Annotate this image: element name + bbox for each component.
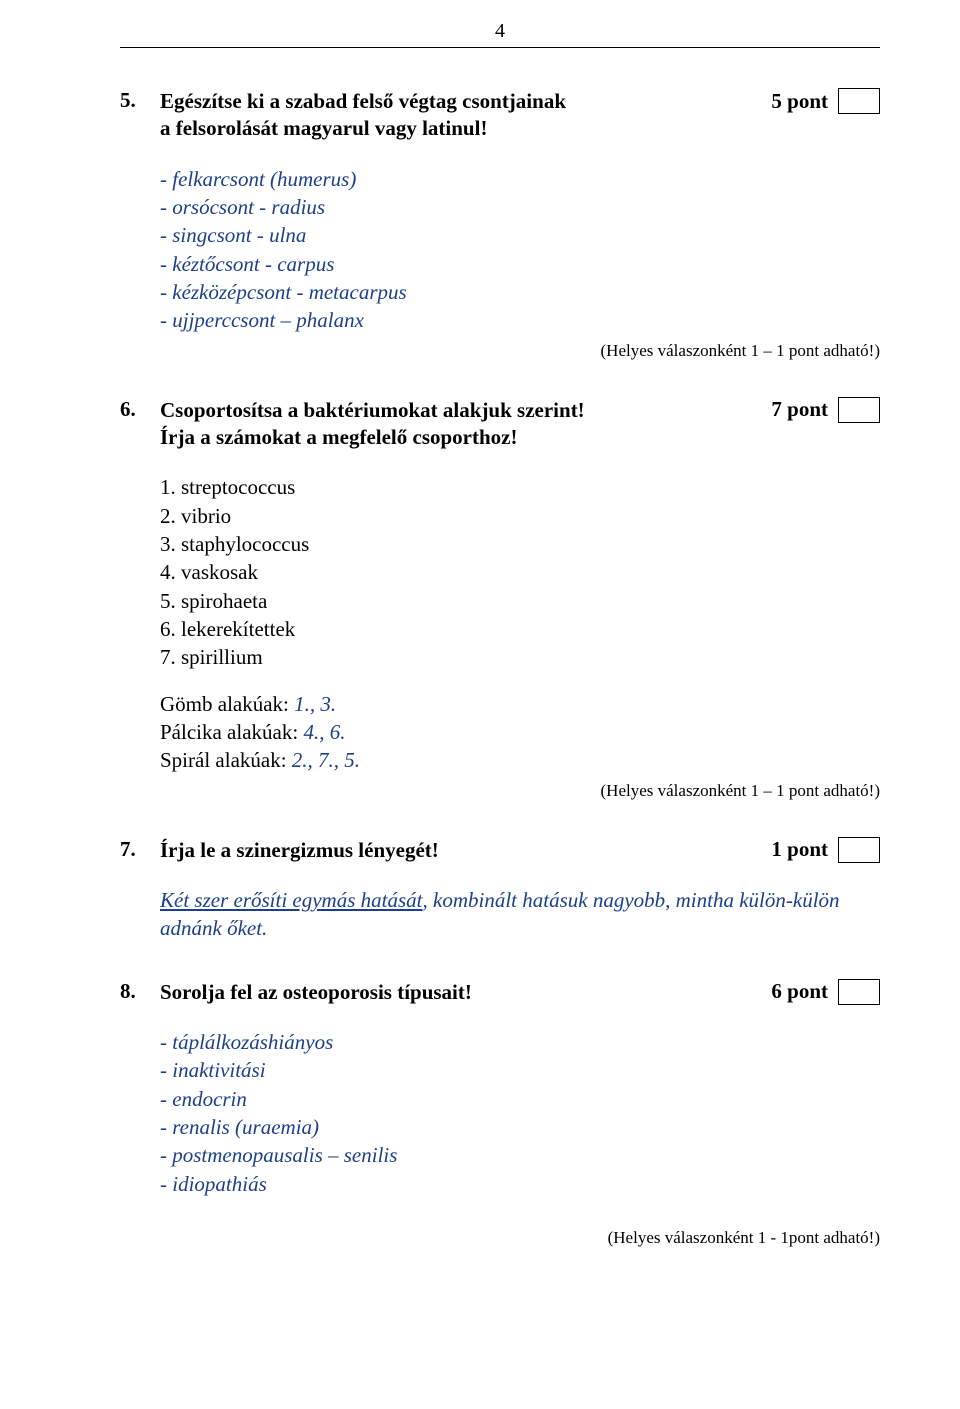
list-item: 7. spirillium [160,643,880,671]
list-item: 6. lekerekítettek [160,615,880,643]
answer-item: - postmenopausalis – senilis [160,1141,880,1169]
page: 4 5. Egészítse ki a szabad felső végtag … [0,0,960,1409]
question-5-answers: - felkarcsont (humerus) - orsócsont - ra… [160,165,880,335]
question-5-number: 5. [120,88,160,113]
question-6-score-box [838,397,880,423]
question-7-score-box [838,837,880,863]
answer-item: - inaktivitási [160,1056,880,1084]
question-8-line1: Sorolja fel az osteoporosis típusait! [160,980,472,1004]
question-5-hint: (Helyes válaszonként 1 – 1 pont adható!) [120,341,880,361]
question-7: 7. Írja le a szinergizmus lényegét! 1 po… [120,837,880,943]
question-5-line1: Egészítse ki a szabad felső végtag csont… [160,89,566,113]
question-7-answer: Két szer erősíti egymás hatását, kombiná… [160,886,880,943]
answer-item: - felkarcsont (humerus) [160,165,880,193]
group-label: Gömb alakúak: [160,692,294,716]
question-5-points-row: 5 pont [771,88,880,114]
question-6-line2: Írja a számokat a megfelelő csoporthoz! [160,425,518,449]
answer-item: - singcsont - ulna [160,221,880,249]
question-6-groups: Gömb alakúak: 1., 3. Pálcika alakúak: 4.… [160,690,880,775]
group-row: Spirál alakúak: 2., 7., 5. [160,746,880,774]
question-6-hint: (Helyes válaszonként 1 – 1 pont adható!) [120,781,880,801]
question-7-number: 7. [120,837,160,862]
answer-item: - orsócsont - radius [160,193,880,221]
group-answer: 1., 3. [294,692,336,716]
question-5-points: 5 pont [771,89,828,114]
answer-item: - endocrin [160,1085,880,1113]
question-8-answers: - táplálkozáshiányos - inaktivitási - en… [160,1028,880,1198]
question-5-line2: a felsorolását magyarul vagy latinul! [160,116,487,140]
answer-item: - kézközépcsont - metacarpus [160,278,880,306]
group-label: Spirál alakúak: [160,748,292,772]
answer-item: - renalis (uraemia) [160,1113,880,1141]
question-8-text: Sorolja fel az osteoporosis típusait! [160,979,751,1006]
question-6: 6. Csoportosítsa a baktériumokat alakjuk… [120,397,880,801]
question-6-line1: Csoportosítsa a baktériumokat alakjuk sz… [160,398,585,422]
answer-item: - táplálkozáshiányos [160,1028,880,1056]
question-5-score-box [838,88,880,114]
question-8-points-row: 6 pont [771,979,880,1005]
group-label: Pálcika alakúak: [160,720,303,744]
list-item: 4. vaskosak [160,558,880,586]
question-8-points: 6 pont [771,979,828,1004]
page-number: 4 [120,20,880,43]
question-5-text: Egészítse ki a szabad felső végtag csont… [160,88,751,143]
question-7-header: 7. Írja le a szinergizmus lényegét! 1 po… [120,837,880,864]
question-7-line1: Írja le a szinergizmus lényegét! [160,838,439,862]
list-item: 5. spirohaeta [160,587,880,615]
list-item: 1. streptococcus [160,473,880,501]
question-7-points-row: 1 pont [771,837,880,863]
top-rule [120,47,880,48]
question-6-points: 7 pont [771,397,828,422]
answer-item: - kéztőcsont - carpus [160,250,880,278]
question-5-header: 5. Egészítse ki a szabad felső végtag cs… [120,88,880,143]
list-item: 2. vibrio [160,502,880,530]
question-8-header: 8. Sorolja fel az osteoporosis típusait!… [120,979,880,1006]
question-6-header: 6. Csoportosítsa a baktériumokat alakjuk… [120,397,880,452]
group-answer: 2., 7., 5. [292,748,360,772]
list-item: 3. staphylococcus [160,530,880,558]
question-6-text: Csoportosítsa a baktériumokat alakjuk sz… [160,397,751,452]
question-7-answer-underlined: Két szer erősíti egymás hatását [160,888,423,912]
group-answer: 4., 6. [303,720,345,744]
question-8: 8. Sorolja fel az osteoporosis típusait!… [120,979,880,1248]
question-6-points-row: 7 pont [771,397,880,423]
answer-item: - idiopathiás [160,1170,880,1198]
question-6-items: 1. streptococcus 2. vibrio 3. staphyloco… [160,473,880,671]
group-row: Gömb alakúak: 1., 3. [160,690,880,718]
question-7-points: 1 pont [771,837,828,862]
answer-item: - ujjperccsont – phalanx [160,306,880,334]
question-5: 5. Egészítse ki a szabad felső végtag cs… [120,88,880,361]
question-8-hint: (Helyes válaszonként 1 - 1pont adható!) [120,1228,880,1248]
question-8-score-box [838,979,880,1005]
question-8-number: 8. [120,979,160,1004]
group-row: Pálcika alakúak: 4., 6. [160,718,880,746]
question-7-text: Írja le a szinergizmus lényegét! [160,837,751,864]
question-6-number: 6. [120,397,160,422]
